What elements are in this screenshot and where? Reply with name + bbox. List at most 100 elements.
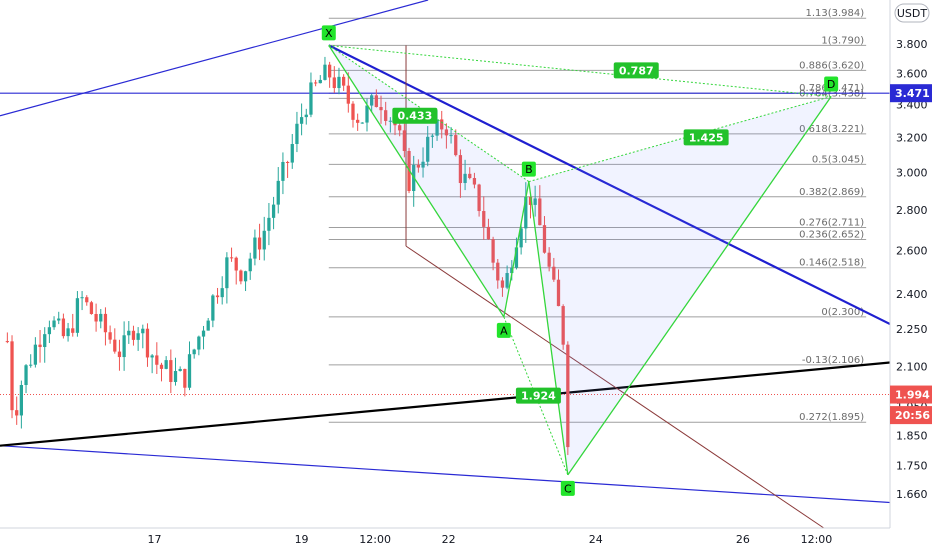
candle-body (145, 328, 150, 358)
candle-body (5, 341, 9, 343)
candle-body (85, 297, 89, 303)
lower-channel-line (0, 445, 891, 504)
fib-level-label: 0.146(2.518) (799, 258, 864, 269)
candle-body (430, 135, 435, 137)
point-label-d: D (827, 78, 835, 91)
fib-level-label: 0.272(1.895) (799, 412, 864, 423)
candle-body (271, 204, 276, 218)
candle-body (351, 103, 355, 120)
candle-body (472, 178, 477, 185)
candle-body (122, 335, 126, 358)
ratio-label: 1.425 (689, 131, 724, 144)
ratio-badge (392, 107, 438, 124)
candle-body (281, 161, 285, 181)
x-tick-label: 19 (295, 533, 309, 546)
candle-body (346, 85, 350, 104)
candle-body (24, 365, 28, 386)
fib-level-label: 0.5(3.045) (812, 154, 864, 165)
point-label-c: C (564, 482, 572, 495)
candle-body (552, 266, 556, 280)
candle-body (313, 82, 318, 84)
y-tick-label: 3.600 (896, 67, 928, 80)
candle-body (463, 173, 467, 184)
leg-xa (328, 45, 505, 318)
candle-body (542, 225, 547, 253)
price-badge (890, 84, 932, 103)
currency-badge (894, 3, 930, 23)
candle-body (178, 368, 182, 371)
candle-body (71, 328, 75, 333)
candle-body (141, 328, 145, 334)
candle-body (337, 76, 341, 89)
y-tick-label: 2.400 (896, 288, 928, 301)
candle-body (150, 355, 154, 358)
fib-level-label: 1(3.790) (821, 35, 864, 46)
point-badge-d (824, 76, 839, 92)
candle-body (215, 295, 220, 298)
point-badge-c (560, 480, 575, 496)
candle-body (500, 280, 505, 288)
leg-ab (503, 181, 530, 318)
candle-body (206, 320, 210, 331)
candle-body (505, 273, 509, 288)
price-badge (890, 385, 932, 404)
candle-body (538, 198, 542, 226)
fib-level-label: 0.276(2.711) (799, 218, 864, 229)
candle-body (458, 155, 463, 184)
candle-body (440, 119, 444, 130)
price-badge-label: 3.471 (895, 87, 930, 100)
candle-body (449, 135, 453, 137)
candle-body (398, 125, 402, 131)
y-tick-label: 2.600 (896, 244, 928, 257)
x-tick-label: 17 (147, 533, 161, 546)
candle-body (365, 105, 369, 123)
fib-level-label: 1.13(3.984) (805, 8, 864, 19)
point-badge-b (521, 161, 536, 177)
ascending-support-line (0, 361, 891, 447)
candle-body (155, 355, 159, 365)
xab-fill (328, 45, 529, 317)
candle-body (220, 288, 224, 298)
candle-body (113, 339, 117, 352)
fib-level-label: 0.886(3.620) (799, 60, 864, 71)
harmonic-pattern-layer: 0.787 0.433 1.425 1.924 X A B C D (321, 25, 839, 496)
candle-body (201, 330, 206, 337)
candle-body (519, 228, 523, 248)
fib-level-label: 0.382(2.869) (799, 187, 864, 198)
candle-body (388, 120, 392, 122)
candle-body (561, 306, 565, 345)
candle-body (454, 135, 458, 156)
candle-body (29, 364, 33, 366)
ratio-label: 1.924 (521, 390, 556, 403)
fib-level-label: 0.236(2.652) (799, 230, 864, 241)
point-label-x: X (325, 27, 333, 40)
candle-body (243, 271, 248, 282)
candle-body (80, 297, 84, 299)
candle-body (57, 318, 61, 321)
fib-level-label: 0.764(3.438) (799, 88, 864, 99)
candle-body (309, 82, 313, 115)
point-badge-a (496, 322, 511, 338)
candle-body (299, 117, 304, 124)
candle-body (421, 161, 425, 168)
candle-body (211, 295, 215, 321)
ratio-badge (613, 62, 659, 79)
trendline-layer (0, 0, 891, 529)
candle-body (402, 130, 406, 151)
candle-body (197, 336, 201, 350)
x-tick-label: 12:00 (359, 533, 391, 546)
point-badge-x (321, 25, 336, 41)
candle-body (131, 330, 136, 340)
y-tick-label: 1.750 (896, 460, 928, 473)
candle-body (416, 164, 421, 168)
candle-body (169, 360, 173, 382)
ratio-badge (683, 129, 729, 146)
candle-body (318, 79, 322, 84)
candle-body (435, 119, 439, 136)
candle-body (38, 344, 42, 348)
candle-body (183, 368, 187, 388)
candle-body (295, 123, 299, 145)
ratio-label: 0.433 (397, 110, 432, 123)
candle-body (225, 257, 229, 289)
